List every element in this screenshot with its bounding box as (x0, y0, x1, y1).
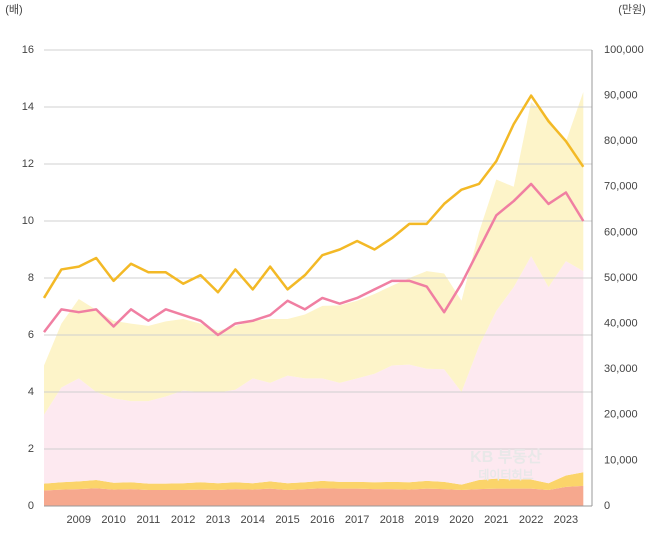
y2-tick-label: 10,000 (604, 454, 638, 466)
y2-tick-label: 30,000 (604, 363, 638, 375)
y-tick-label: 0 (28, 500, 34, 512)
y2-tick-label: 50,000 (604, 272, 638, 284)
x-tick-label: 2010 (101, 514, 125, 526)
x-tick-label: 2009 (67, 514, 91, 526)
x-tick-label: 2013 (206, 514, 230, 526)
stacked-area (44, 256, 584, 485)
y-tick-label: 2 (28, 443, 34, 455)
y-tick-label: 12 (22, 158, 34, 170)
y-tick-label: 10 (22, 215, 34, 227)
y2-axis-label: (만원) (618, 3, 646, 16)
y2-tick-label: 100,000 (604, 44, 644, 56)
x-tick-label: 2020 (449, 514, 473, 526)
x-tick-label: 2023 (554, 514, 578, 526)
y-tick-label: 8 (28, 272, 34, 284)
x-tick-label: 2012 (171, 514, 195, 526)
y2-tick-label: 0 (604, 500, 610, 512)
x-tick-label: 2016 (310, 514, 334, 526)
x-tick-label: 2011 (137, 514, 161, 526)
watermark: KB 부동산 (470, 448, 542, 466)
stacked-area (44, 485, 584, 506)
x-tick-label: 2014 (241, 514, 265, 526)
y2-tick-label: 20,000 (604, 409, 638, 421)
series-line (42, 94, 585, 299)
y-axis-label: (배) (5, 3, 22, 16)
watermark: 데이터허브 (478, 467, 533, 482)
y2-tick-label: 90,000 (604, 90, 638, 102)
y2-tick-label: 70,000 (604, 181, 638, 193)
series-line (43, 182, 585, 337)
x-tick-label: 2019 (414, 514, 438, 526)
x-tick-label: 2021 (484, 514, 508, 526)
y-tick-label: 6 (28, 329, 34, 341)
y2-tick-label: 80,000 (604, 135, 638, 147)
x-tick-label: 2022 (519, 514, 543, 526)
x-tick-label: 2015 (275, 514, 299, 526)
x-tick-label: 2017 (345, 514, 369, 526)
y2-tick-label: 60,000 (604, 226, 638, 238)
x-tick-label: 2018 (380, 514, 404, 526)
y-tick-label: 14 (22, 101, 34, 113)
y2-tick-label: 40,000 (604, 318, 638, 330)
y-tick-label: 4 (28, 386, 34, 398)
stacked-area (44, 472, 584, 491)
y-tick-label: 16 (22, 44, 34, 56)
stacked-area (44, 91, 584, 415)
